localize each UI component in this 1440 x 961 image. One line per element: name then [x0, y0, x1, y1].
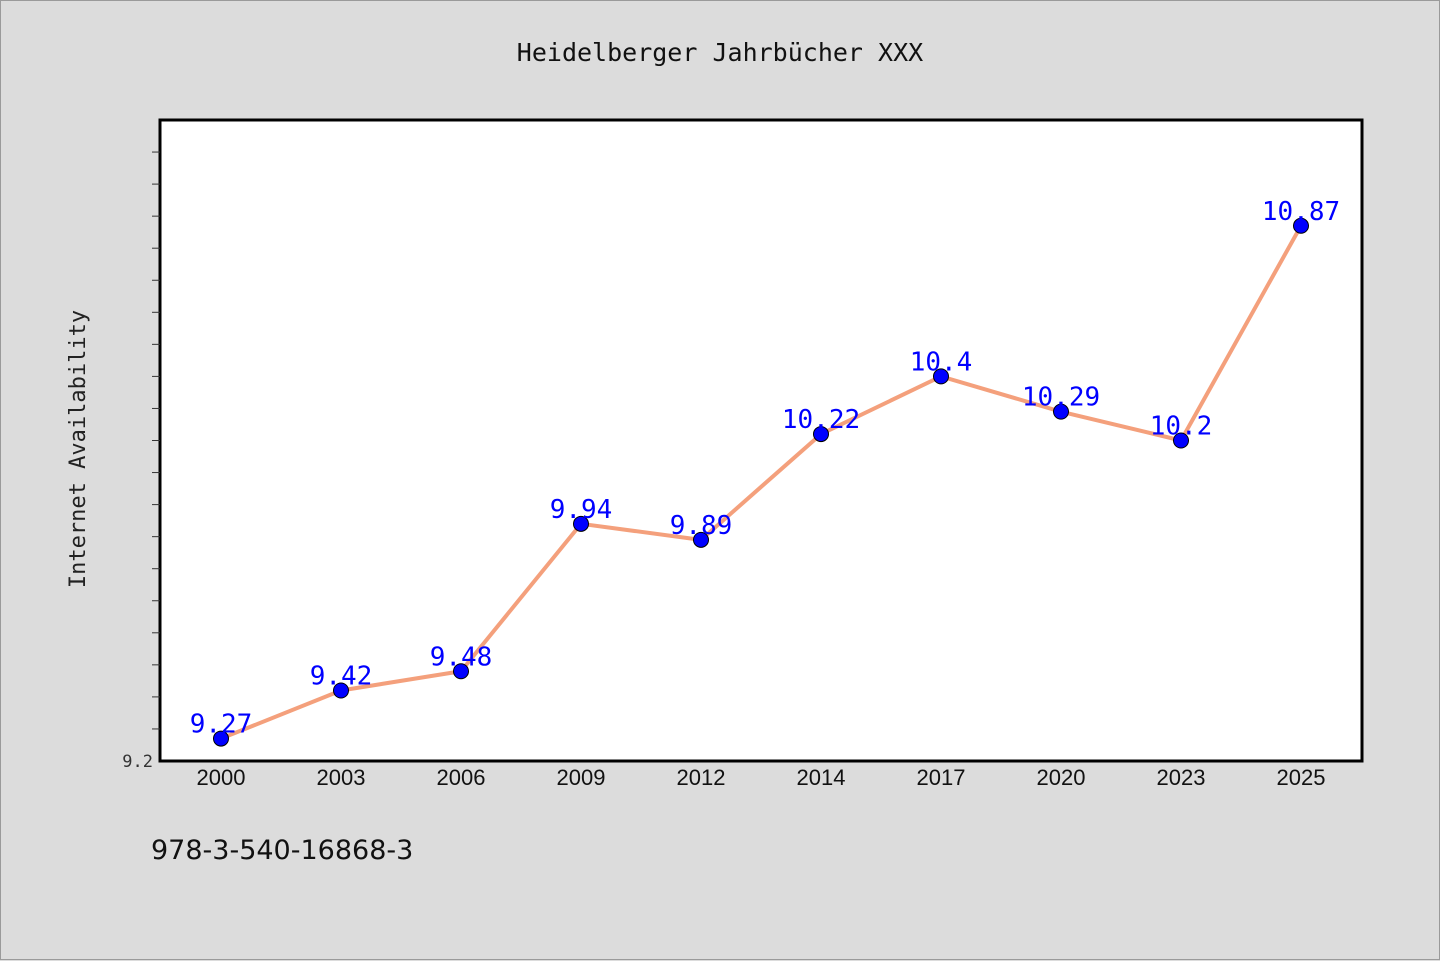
data-point: [1293, 217, 1309, 234]
x-tick-label: 2006: [437, 765, 486, 790]
x-tick-label: 2014: [797, 765, 846, 790]
data-label: 9.94: [550, 495, 613, 525]
data-point: [213, 730, 229, 747]
chart-title: Heidelberger Jahrbücher XXX: [517, 38, 923, 67]
x-axis-labels: 2000 2003 2006 2009 2012 2014 2017 2020 2023 2025: [197, 765, 1326, 790]
x-tick-label: 2003: [317, 765, 366, 790]
data-label: 10.29: [1022, 383, 1100, 413]
x-tick-label: 2017: [917, 765, 966, 790]
series-line: [219, 223, 1303, 741]
isbn-text: 978-3-540-16868-3: [151, 835, 414, 866]
data-point: [933, 368, 949, 385]
x-tick-label: 2020: [1037, 765, 1086, 790]
y-axis-ticks: [152, 151, 160, 730]
x-tick-label: 2012: [677, 765, 726, 790]
x-tick-label: 2023: [1157, 765, 1206, 790]
y-axis-label: Internet Availability: [66, 310, 91, 588]
data-label: 9.27: [190, 710, 253, 740]
data-point: [573, 515, 589, 532]
y-tick-label: 9.2: [122, 752, 153, 772]
data-point: [453, 663, 469, 680]
x-tick-label: 2025: [1277, 765, 1326, 790]
data-point: [1053, 403, 1069, 420]
data-label: 10.87: [1262, 197, 1340, 227]
data-label: 10.22: [782, 405, 860, 435]
data-label: 9.89: [670, 511, 733, 541]
data-point: [1173, 432, 1189, 449]
data-point: [693, 531, 709, 548]
data-label: 9.42: [310, 661, 373, 691]
data-point: [813, 426, 829, 443]
data-label: 10.2: [1150, 412, 1213, 442]
x-tick-label: 2000: [197, 765, 246, 790]
data-point: [333, 682, 349, 699]
x-tick-label: 2009: [557, 765, 606, 790]
data-label: 10.4: [910, 347, 973, 377]
data-markers: [213, 217, 1309, 747]
data-label: 9.48: [430, 642, 493, 672]
data-labels: 9.27 9.42 9.48 9.94 9.89 10.22 10.4 10.29 10.2 10…: [190, 197, 1340, 740]
plot-area: [158, 118, 1364, 763]
